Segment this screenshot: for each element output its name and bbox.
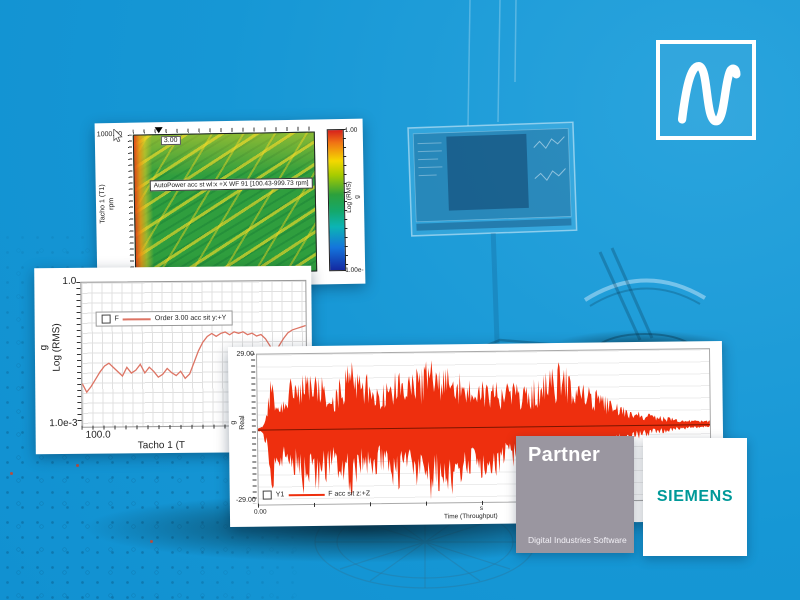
legend-checkbox-label: Y1	[275, 491, 285, 499]
red-dot	[76, 464, 79, 467]
legend-line-sample	[122, 317, 151, 320]
waveform-x-first-tick: 0.00	[253, 508, 267, 516]
siemens-logo-card: SIEMENS	[643, 438, 747, 556]
red-dot	[150, 540, 153, 543]
partner-title: Partner	[528, 444, 601, 466]
legend-series-label: Order 3.00 acc sit y:+Y	[154, 314, 227, 323]
marker-triangle-icon	[154, 127, 163, 134]
red-dot	[10, 472, 13, 475]
waveform-x-unit: s	[479, 504, 484, 512]
colorbar-bottom-label: 1.00e-	[345, 266, 364, 274]
waveform-y-axis-label: g Real	[230, 415, 246, 430]
linechart-y-axis-label: g Log (RMS)	[38, 323, 63, 372]
legend-checkbox-label: F	[114, 315, 119, 323]
linechart-legend: F Order 3.00 acc sit y:+Y	[95, 310, 233, 327]
legend-series-label: F acc sit z:+Z	[328, 490, 371, 498]
partner-subtitle: Digital Industries Software	[528, 535, 627, 545]
waveform-legend: Y1 F acc sit z:+Z	[262, 489, 371, 500]
waveform-x-axis-label: Time (Throughput)	[443, 512, 498, 521]
siemens-wordmark: SIEMENS	[656, 488, 734, 505]
linechart-x-first-tick: 100.0	[85, 429, 111, 441]
linechart-y-top-tick: 1.0	[62, 275, 77, 287]
colormap-plot: AutoPower acc st wl:x +X WF 91 [100.43-9…	[132, 131, 318, 275]
legend-checkbox-icon	[262, 490, 272, 500]
mouse-cursor-icon	[113, 128, 123, 143]
linechart-y-bottom-tick: 1.0e-3	[49, 417, 78, 430]
waterfall-colormap-panel: 1000.00 Tacho 1 (T1) rpm AutoPower acc s…	[94, 118, 366, 289]
colormap-title-label: AutoPower acc st wl:x +X WF 91 [100.43-9…	[149, 177, 313, 192]
legend-line-sample	[288, 493, 325, 496]
legend-checkbox-icon	[101, 314, 111, 324]
monitor-watermark	[407, 121, 578, 364]
marker-value-label: 3.00	[160, 135, 181, 146]
sine-wave-icon	[677, 61, 741, 126]
colorbar-top-label: 1.00	[344, 126, 358, 134]
colormap-y-axis-label: Tacho 1 (T1) rpm	[98, 184, 116, 224]
partner-badge: Partner Digital Industries Software	[516, 436, 634, 553]
simcenter-sine-tile	[656, 40, 756, 140]
colorbar-axis-label: Log (RMS) g	[345, 181, 361, 213]
cables	[467, 0, 517, 127]
linechart-x-axis-label: Tacho 1 (T	[137, 439, 186, 452]
